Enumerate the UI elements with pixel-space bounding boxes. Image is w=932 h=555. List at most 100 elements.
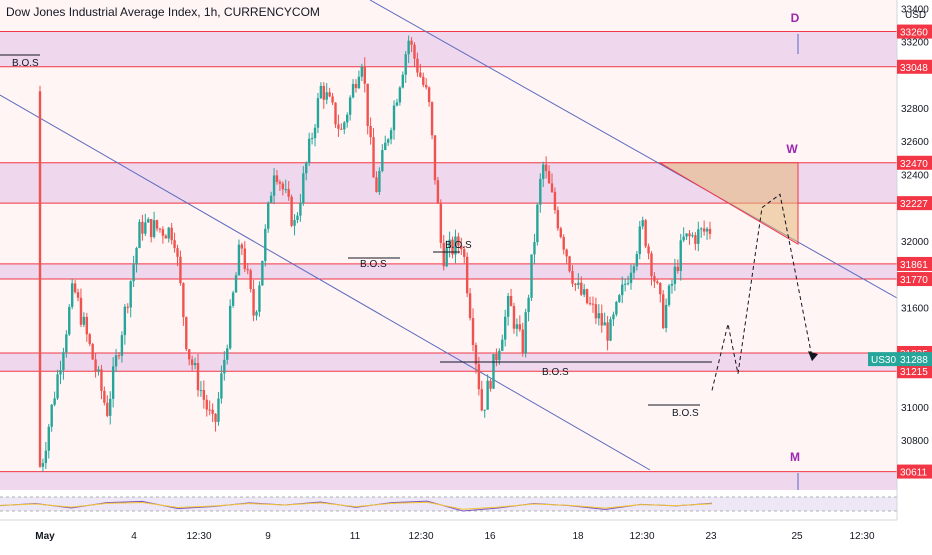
candle-body[interactable]	[389, 130, 393, 140]
candle-body[interactable]	[196, 362, 200, 391]
candle-body[interactable]	[539, 178, 542, 205]
candle-body[interactable]	[603, 322, 606, 326]
candle-body[interactable]	[664, 304, 668, 329]
projection-path[interactable]	[711, 193, 813, 391]
candle-body[interactable]	[395, 102, 399, 106]
candle-body[interactable]	[430, 102, 434, 136]
candle-body[interactable]	[574, 283, 577, 285]
candle-body[interactable]	[644, 220, 647, 247]
candle-body[interactable]	[231, 292, 235, 306]
candle-body[interactable]	[170, 227, 173, 241]
candle-body[interactable]	[331, 96, 334, 103]
candle-body[interactable]	[463, 249, 466, 257]
candle-body[interactable]	[293, 219, 296, 226]
candle-body[interactable]	[460, 245, 463, 250]
candle-body[interactable]	[480, 389, 483, 411]
candle-body[interactable]	[281, 183, 285, 190]
candle-body[interactable]	[182, 283, 185, 318]
candle-body[interactable]	[386, 139, 390, 143]
candle-body[interactable]	[325, 92, 328, 100]
candle-body[interactable]	[635, 254, 639, 267]
candle-body[interactable]	[597, 313, 601, 319]
candle-body[interactable]	[193, 362, 197, 366]
candle-body[interactable]	[316, 98, 320, 128]
candle-body[interactable]	[425, 84, 428, 88]
candle-body[interactable]	[661, 294, 665, 329]
candle-body[interactable]	[471, 318, 475, 345]
candle-body[interactable]	[340, 128, 343, 130]
candle-body[interactable]	[226, 348, 229, 360]
candle-body[interactable]	[568, 256, 571, 272]
candle-body[interactable]	[369, 125, 372, 138]
candle-body[interactable]	[676, 266, 680, 271]
candle-body[interactable]	[56, 374, 59, 399]
candle-body[interactable]	[697, 229, 700, 244]
candle-body[interactable]	[284, 189, 287, 191]
candle-body[interactable]	[442, 242, 445, 267]
candle-body[interactable]	[149, 219, 153, 238]
candle-body[interactable]	[208, 409, 211, 411]
candle-body[interactable]	[612, 314, 615, 320]
candle-body[interactable]	[173, 240, 176, 249]
candle-body[interactable]	[571, 271, 574, 284]
candle-body[interactable]	[310, 138, 314, 140]
candle-body[interactable]	[363, 66, 366, 84]
candle-body[interactable]	[141, 221, 144, 234]
time-axis[interactable]	[0, 520, 932, 550]
candle-body[interactable]	[44, 450, 48, 464]
candle-body[interactable]	[694, 235, 697, 244]
candle-body[interactable]	[638, 226, 641, 255]
candle-body[interactable]	[512, 306, 516, 329]
candle-body[interactable]	[474, 344, 478, 365]
candle-body[interactable]	[123, 306, 127, 336]
candle-body[interactable]	[91, 343, 94, 360]
candle-body[interactable]	[337, 124, 340, 129]
candle-body[interactable]	[559, 228, 562, 238]
candle-body[interactable]	[439, 203, 443, 243]
candle-body[interactable]	[79, 297, 83, 325]
candle-body[interactable]	[410, 40, 413, 45]
candle-body[interactable]	[419, 72, 422, 77]
candle-body[interactable]	[705, 228, 709, 232]
candle-body[interactable]	[688, 233, 691, 237]
candle-body[interactable]	[407, 40, 410, 55]
candle-body[interactable]	[299, 203, 302, 216]
candle-body[interactable]	[448, 239, 451, 249]
candle-body[interactable]	[650, 253, 653, 277]
candle-body[interactable]	[702, 228, 706, 232]
candle-body[interactable]	[550, 183, 554, 192]
candle-body[interactable]	[88, 334, 91, 344]
candle-body[interactable]	[302, 173, 305, 204]
candle-body[interactable]	[600, 313, 603, 326]
candle-body[interactable]	[237, 244, 241, 276]
candle-body[interactable]	[202, 390, 206, 400]
candle-body[interactable]	[147, 219, 150, 223]
candle-body[interactable]	[445, 248, 448, 267]
candle-body[interactable]	[647, 246, 650, 254]
candle-body[interactable]	[275, 175, 279, 182]
candle-body[interactable]	[185, 317, 188, 350]
candle-body[interactable]	[626, 283, 630, 285]
candle-body[interactable]	[679, 240, 682, 271]
candle-body[interactable]	[375, 177, 378, 192]
candle-body[interactable]	[585, 289, 589, 304]
candle-body[interactable]	[117, 355, 121, 357]
candle-body[interactable]	[50, 404, 53, 427]
candle-body[interactable]	[214, 413, 217, 422]
candle-body[interactable]	[179, 256, 182, 284]
candle-body[interactable]	[565, 249, 568, 257]
candle-body[interactable]	[506, 295, 510, 317]
candle-body[interactable]	[261, 260, 264, 286]
candle-body[interactable]	[38, 91, 42, 467]
candle-body[interactable]	[199, 390, 203, 392]
candle-body[interactable]	[582, 289, 586, 295]
candle-body[interactable]	[503, 316, 507, 340]
candle-body[interactable]	[515, 324, 519, 329]
candle-body[interactable]	[577, 282, 580, 285]
candle-body[interactable]	[190, 359, 194, 366]
candle-body[interactable]	[357, 76, 361, 89]
candle-body[interactable]	[518, 324, 522, 330]
candle-body[interactable]	[47, 426, 50, 451]
candle-body[interactable]	[422, 76, 425, 85]
